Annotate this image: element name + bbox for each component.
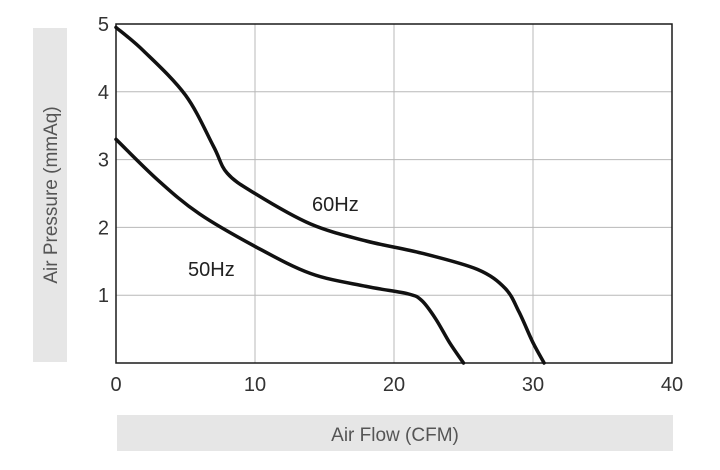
y-axis-title: Air Pressure (mmAq) <box>41 106 62 283</box>
y-tick-label: 2 <box>98 217 109 239</box>
series-line-50hz <box>114 137 466 365</box>
y-tick-label: 4 <box>98 82 109 104</box>
y-axis-title-band <box>33 28 67 362</box>
x-tick-label: 0 <box>110 374 121 396</box>
x-tick-label: 40 <box>661 374 683 396</box>
gridlines <box>116 24 672 363</box>
x-axis-title: Air Flow (CFM) <box>331 425 459 446</box>
x-tick-label: 30 <box>522 374 544 396</box>
y-tick-label: 1 <box>98 285 109 307</box>
tick-labels: 0 10 20 30 40 1 2 3 4 5 <box>98 14 683 396</box>
y-tick-label: 5 <box>98 14 109 36</box>
series-group <box>114 25 546 365</box>
x-tick-label: 20 <box>383 374 405 396</box>
y-tick-label: 3 <box>98 150 109 172</box>
x-tick-label: 10 <box>244 374 266 396</box>
series-line-60hz <box>114 25 546 365</box>
plot-frame <box>115 23 673 364</box>
series-label-50hz: 50Hz <box>188 259 235 281</box>
series-label-60hz: 60Hz <box>312 194 359 216</box>
x-axis-title-band <box>117 415 673 451</box>
